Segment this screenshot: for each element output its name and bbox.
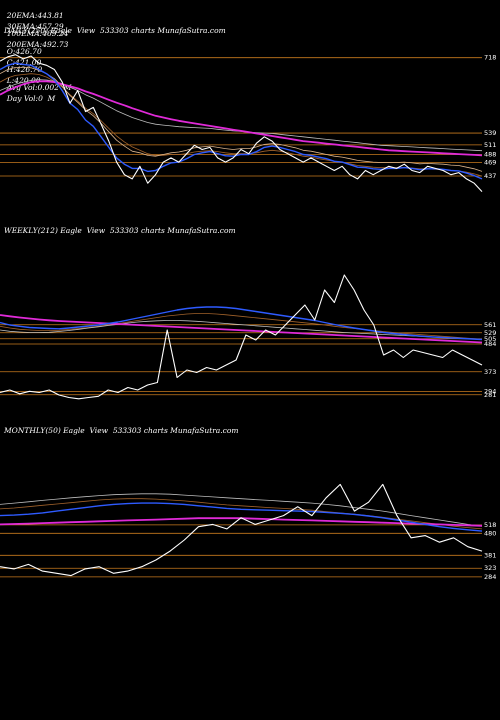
monthly-panel-title: MONTHLY(50) Eagle View 533303 charts Mun… — [4, 426, 239, 435]
series-ema200 — [0, 80, 483, 157]
daily-panel-title: DAILY(250) Eagle View 533303 charts Muna… — [4, 26, 226, 35]
level-label-718: 718 — [484, 54, 496, 62]
series-ema20 — [0, 62, 483, 180]
ema30-label: 30EMA: — [6, 22, 38, 31]
ema30-value: 457.29 — [37, 22, 64, 31]
day-vol-value: 0 M — [38, 94, 56, 103]
level-label-294: 294 — [484, 388, 496, 396]
level-label-373: 373 — [484, 368, 496, 376]
level-label-518: 518 — [484, 521, 496, 529]
header-row-2: 30EMA:457.29 200EMA:492.73 C:421.00 L:42… — [2, 13, 69, 103]
header-row-1: 20EMA:443.81 100EMA:469.24 O:426.70 H:42… — [2, 2, 72, 92]
series-ema100 — [0, 320, 483, 340]
open-label: O: — [6, 47, 16, 56]
series-ema_extra — [0, 313, 483, 340]
close-value: 421.00 — [15, 58, 42, 67]
level-label-381: 381 — [484, 551, 496, 559]
open-value: 426.70 — [15, 47, 42, 56]
level-label-480: 480 — [484, 529, 496, 537]
series-ema200 — [0, 314, 483, 344]
ema20-value: 443.81 — [37, 11, 64, 20]
low-label: L: — [6, 76, 15, 85]
series-ema100 — [0, 493, 483, 527]
high-value: 426.70 — [15, 65, 43, 74]
level-label-469: 469 — [484, 159, 496, 167]
high-label: H: — [6, 65, 16, 74]
level-label-539: 539 — [484, 129, 496, 137]
level-label-437: 437 — [484, 172, 496, 180]
avg-vol-value: 0.002 M — [37, 83, 72, 92]
level-label-561: 561 — [484, 321, 496, 329]
level-label-323: 323 — [484, 564, 496, 572]
low-value: 420.00 — [14, 76, 41, 85]
ema200-value: 492.73 — [42, 40, 69, 49]
ema100-value: 469.24 — [42, 29, 69, 38]
series-ema_extra — [0, 498, 483, 530]
level-label-529: 529 — [484, 329, 496, 337]
series-price — [0, 483, 483, 577]
close-label: C: — [6, 58, 16, 67]
level-label-505: 505 — [484, 335, 496, 343]
series-ema20 — [0, 306, 483, 341]
series-ema30 — [0, 67, 483, 172]
day-vol-label: Day Vol: — [6, 94, 39, 103]
weekly-panel-title: WEEKLY(212) Eagle View 533303 charts Mun… — [4, 226, 236, 235]
ema20-label: 20EMA: — [6, 11, 38, 20]
series-ema100 — [0, 79, 483, 152]
level-label-284: 284 — [484, 573, 496, 581]
level-label-488: 488 — [484, 151, 496, 159]
series-price — [0, 54, 483, 192]
series-ema20 — [0, 502, 483, 532]
level-label-484: 484 — [484, 340, 496, 348]
series-price — [0, 274, 483, 400]
series-ema_extra — [0, 73, 483, 177]
level-label-281: 281 — [484, 391, 496, 399]
ema200-label: 200EMA: — [6, 40, 43, 49]
level-label-511: 511 — [484, 141, 496, 149]
ema100-label: 100EMA: — [6, 29, 43, 38]
